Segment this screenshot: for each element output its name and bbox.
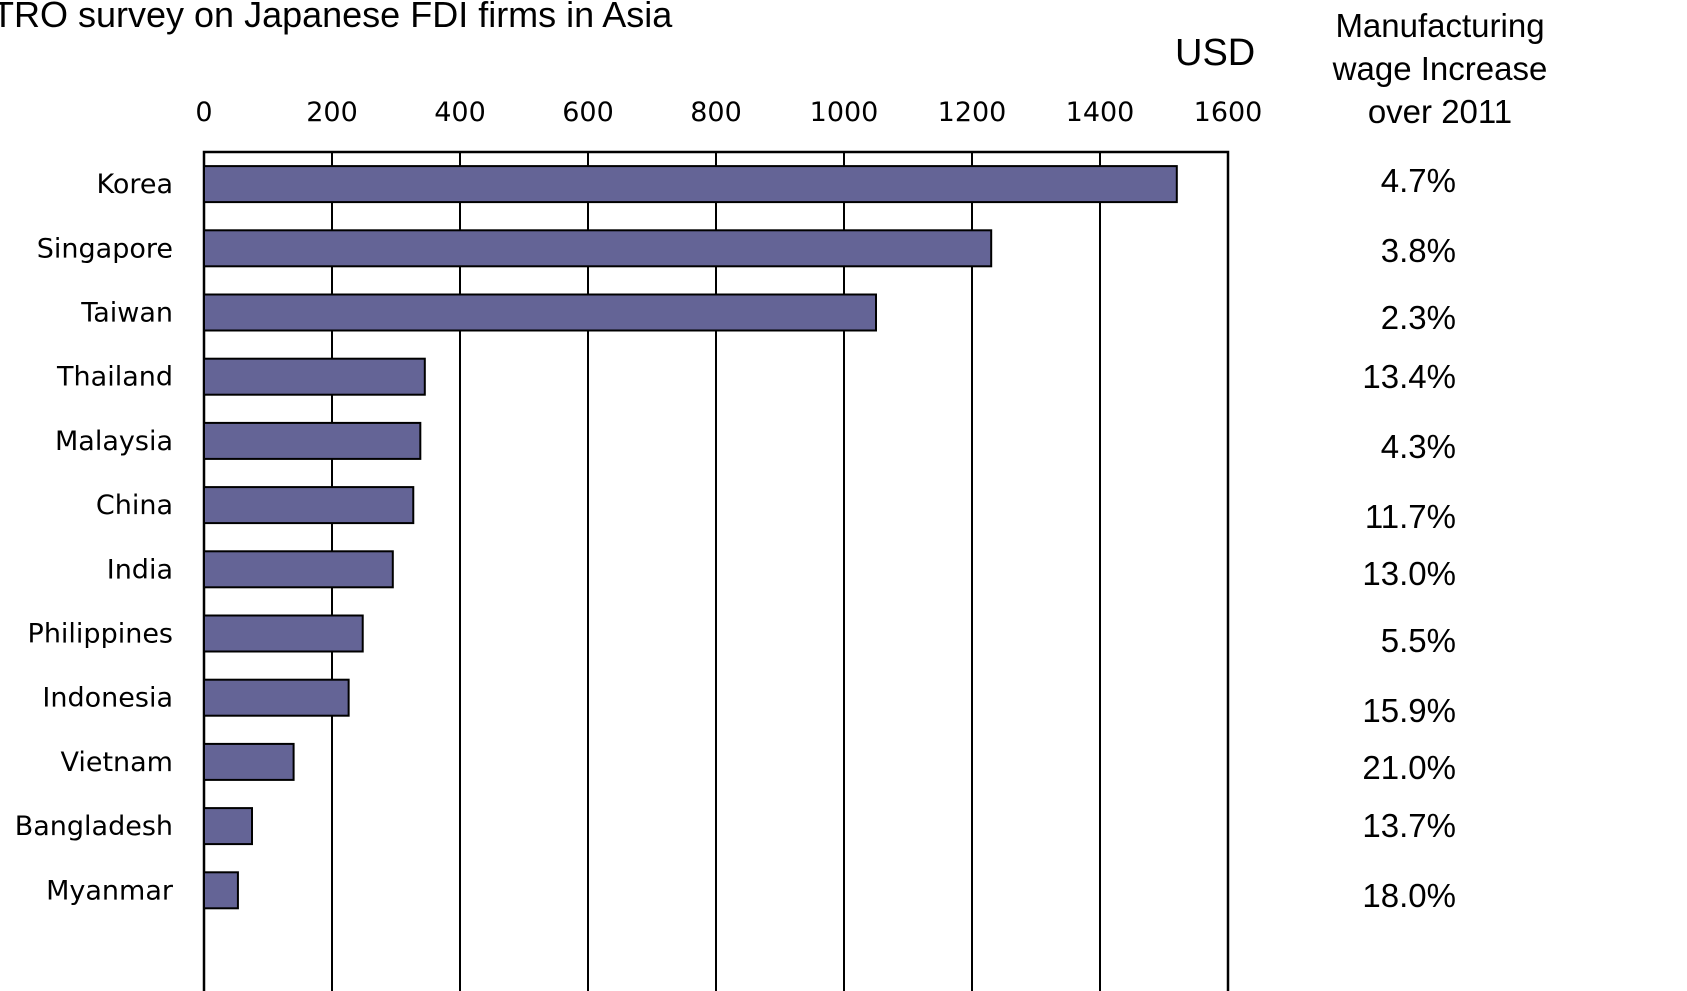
- bar: [203, 293, 877, 332]
- wage-increase-label: 3.8%: [1381, 232, 1456, 269]
- unit-label: USD: [1175, 32, 1256, 74]
- bar: [203, 165, 1178, 204]
- x-tick-label: 400: [434, 97, 486, 128]
- category-label: Myanmar: [46, 875, 174, 906]
- wage-increase-label: 4.7%: [1381, 162, 1456, 199]
- bar: [203, 229, 993, 268]
- chart-title: TRO survey on Japanese FDI firms in Asia: [0, 0, 673, 35]
- x-tick-labels: 0 200 400 600 800 1000 1200 1400 1600: [195, 97, 1262, 128]
- wage-increase-label: 13.0%: [1362, 555, 1456, 592]
- wage-increase-label: 5.5%: [1381, 622, 1456, 659]
- x-tick-label: 800: [690, 97, 742, 128]
- x-tick-label: 1000: [810, 97, 879, 128]
- category-label: Malaysia: [55, 426, 173, 457]
- bar: [203, 807, 253, 846]
- bar: [203, 614, 364, 653]
- wage-column-header: Manufacturing wage Increase over 2011: [1332, 7, 1548, 130]
- bar: [203, 678, 350, 717]
- category-label: Korea: [96, 169, 173, 200]
- wage-increase-label: 2.3%: [1381, 299, 1456, 336]
- bar: [203, 550, 394, 589]
- bar: [203, 742, 295, 781]
- wage-increase-label: 18.0%: [1362, 877, 1456, 914]
- wage-increase-label: 21.0%: [1362, 749, 1456, 786]
- category-label: Vietnam: [60, 747, 173, 778]
- wage-increase-label: 4.3%: [1381, 428, 1456, 465]
- category-label: Bangladesh: [15, 811, 173, 842]
- category-label: Taiwan: [80, 298, 173, 329]
- category-label: China: [96, 490, 173, 521]
- wage-increase-label: 13.7%: [1362, 807, 1456, 844]
- x-tick-label: 1200: [938, 97, 1007, 128]
- bar: [203, 871, 239, 910]
- bar: [203, 357, 426, 396]
- x-tick-label: 1600: [1194, 97, 1263, 128]
- x-tick-label: 0: [195, 97, 212, 128]
- wage-increase-labels: 4.7% 3.8% 2.3% 13.4% 4.3% 11.7% 13.0% 5.5% 15.9%…: [1362, 162, 1456, 914]
- category-label: Philippines: [28, 619, 173, 650]
- wage-increase-label: 11.7%: [1365, 498, 1456, 535]
- x-tick-label: 1400: [1066, 97, 1135, 128]
- bar: [203, 421, 422, 460]
- category-label: Indonesia: [42, 683, 173, 714]
- category-labels: Korea Singapore Taiwan Thailand Malaysia Chin…: [15, 169, 174, 906]
- x-tick-label: 600: [562, 97, 614, 128]
- category-label: India: [107, 554, 173, 585]
- bars: [203, 165, 1178, 910]
- wage-increase-label: 13.4%: [1362, 358, 1456, 395]
- category-label: Thailand: [56, 362, 173, 393]
- category-label: Singapore: [37, 233, 173, 264]
- bar: [203, 486, 415, 525]
- wage-increase-label: 15.9%: [1362, 692, 1456, 729]
- x-tick-label: 200: [306, 97, 358, 128]
